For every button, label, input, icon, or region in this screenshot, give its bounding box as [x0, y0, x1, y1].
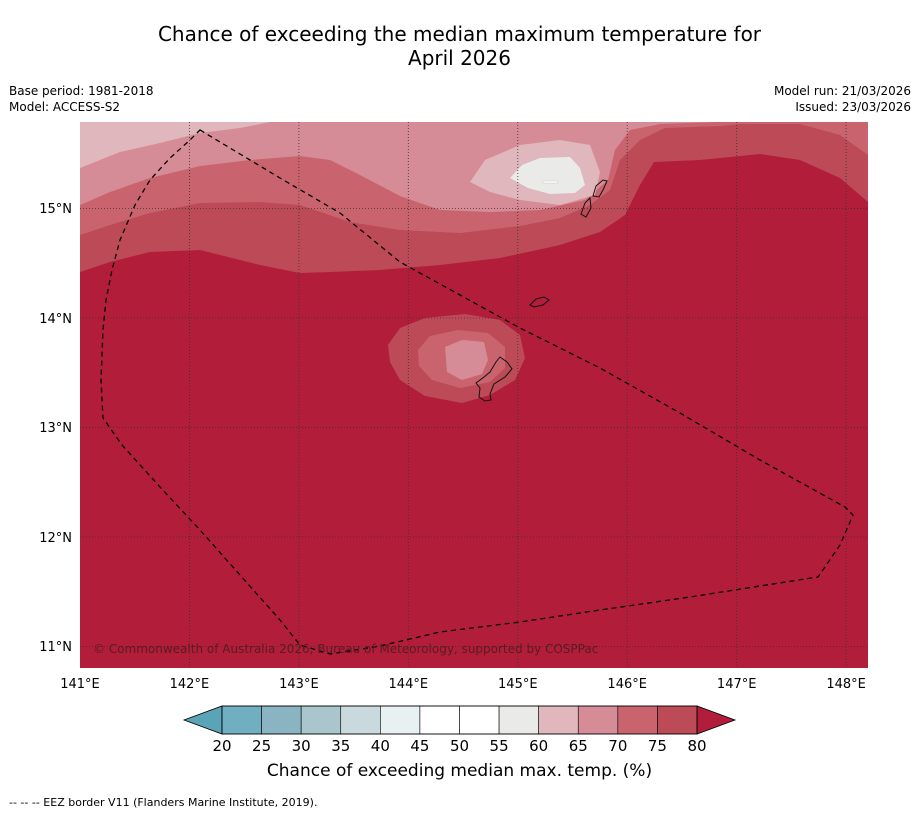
- colorbar: 20 25 30 35 40 45 50 55 60 65 70 75 80: [182, 705, 737, 755]
- y-tick-15N: 15°N: [39, 202, 72, 217]
- colorbar-tick-label: 80: [687, 737, 706, 755]
- map-copyright: © Commonwealth of Australia 2026, Bureau…: [93, 642, 598, 656]
- y-tick-11N: 11°N: [39, 640, 72, 655]
- x-tick-142E: 142°E: [170, 677, 210, 692]
- model-name: Model: ACCESS-S2: [9, 100, 121, 114]
- colorbar-cell: [657, 705, 698, 735]
- colorbar-tick-label: 45: [410, 737, 429, 755]
- colorbar-extend-low: [182, 705, 223, 735]
- colorbar-tick-label: 30: [292, 737, 311, 755]
- info-right: Model run: 21/03/2026 Issued: 23/03/2026: [774, 83, 911, 115]
- eez-footnote: -- -- -- EEZ border V11 (Flanders Marine…: [9, 796, 318, 809]
- title-line-2: April 2026: [408, 46, 511, 70]
- colorbar-cell: [538, 705, 579, 735]
- field-guam-65: [445, 340, 488, 380]
- island-rota: [529, 296, 550, 308]
- title-line-1: Chance of exceeding the median maximum t…: [157, 22, 762, 46]
- field-50-55: [542, 180, 559, 184]
- x-tick-144E: 144°E: [389, 677, 429, 692]
- colorbar-frame: [221, 705, 698, 735]
- x-tick-147E: 147°E: [717, 677, 757, 692]
- colorbar-cell: [300, 705, 342, 735]
- x-tick-143E: 143°E: [279, 677, 319, 692]
- island-guam: [475, 356, 513, 402]
- island-tinian: [580, 196, 592, 218]
- colorbar-tick-label: 75: [648, 737, 667, 755]
- colorbar-extend-high: [696, 705, 737, 735]
- y-tick-13N: 13°N: [39, 421, 72, 436]
- model-run: Model run: 21/03/2026: [773, 84, 911, 98]
- field-60-65: [80, 122, 270, 168]
- colorbar-cell: [380, 705, 421, 735]
- y-tick-14N: 14°N: [39, 312, 72, 327]
- y-tick-12N: 12°N: [39, 531, 72, 546]
- colorbar-cell: [419, 705, 460, 735]
- colorbar-tick-label: 40: [371, 737, 390, 755]
- x-tick-labels: 141°E 142°E 143°E 144°E 145°E 146°E 147°…: [60, 677, 866, 692]
- x-tick-148E: 148°E: [826, 677, 866, 692]
- colorbar-tick-label: 65: [569, 737, 588, 755]
- x-tick-146E: 146°E: [607, 677, 647, 692]
- y-tick-labels: 15°N 14°N 13°N 12°N 11°N: [39, 202, 72, 655]
- colorbar-tick-label: 50: [450, 737, 469, 755]
- colorbar-cell: [459, 705, 500, 735]
- chart-title: Chance of exceeding the median maximum t…: [0, 22, 919, 70]
- colorbar-cell: [340, 705, 381, 735]
- map-area: © Commonwealth of Australia 2026, Bureau…: [80, 122, 868, 668]
- info-left: Base period: 1981-2018 Model: ACCESS-S2: [9, 83, 154, 115]
- island-saipan: [592, 179, 608, 198]
- colorbar-cell: [221, 705, 262, 735]
- colorbar-cell: [498, 705, 539, 735]
- colorbar-cell: [577, 705, 619, 735]
- colorbar-title: Chance of exceeding median max. temp. (%…: [266, 761, 653, 781]
- colorbar-tick-label: 55: [490, 737, 509, 755]
- colorbar-tick-label: 25: [252, 737, 271, 755]
- colorbar-tick-label: 35: [331, 737, 350, 755]
- colorbar-cell: [261, 705, 302, 735]
- x-tick-141E: 141°E: [60, 677, 100, 692]
- base-period: Base period: 1981-2018: [9, 84, 154, 98]
- colorbar-tick-label: 70: [608, 737, 627, 755]
- graticule: [80, 122, 868, 668]
- field-55-60: [510, 157, 585, 194]
- x-tick-145E: 145°E: [498, 677, 538, 692]
- colorbar-cell: [617, 705, 658, 735]
- colorbar-tick-label: 20: [212, 737, 231, 755]
- eez-border: [100, 129, 854, 655]
- issued-date: Issued: 23/03/2026: [795, 100, 911, 114]
- colorbar-tick-label: 60: [529, 737, 548, 755]
- islands: [475, 179, 608, 402]
